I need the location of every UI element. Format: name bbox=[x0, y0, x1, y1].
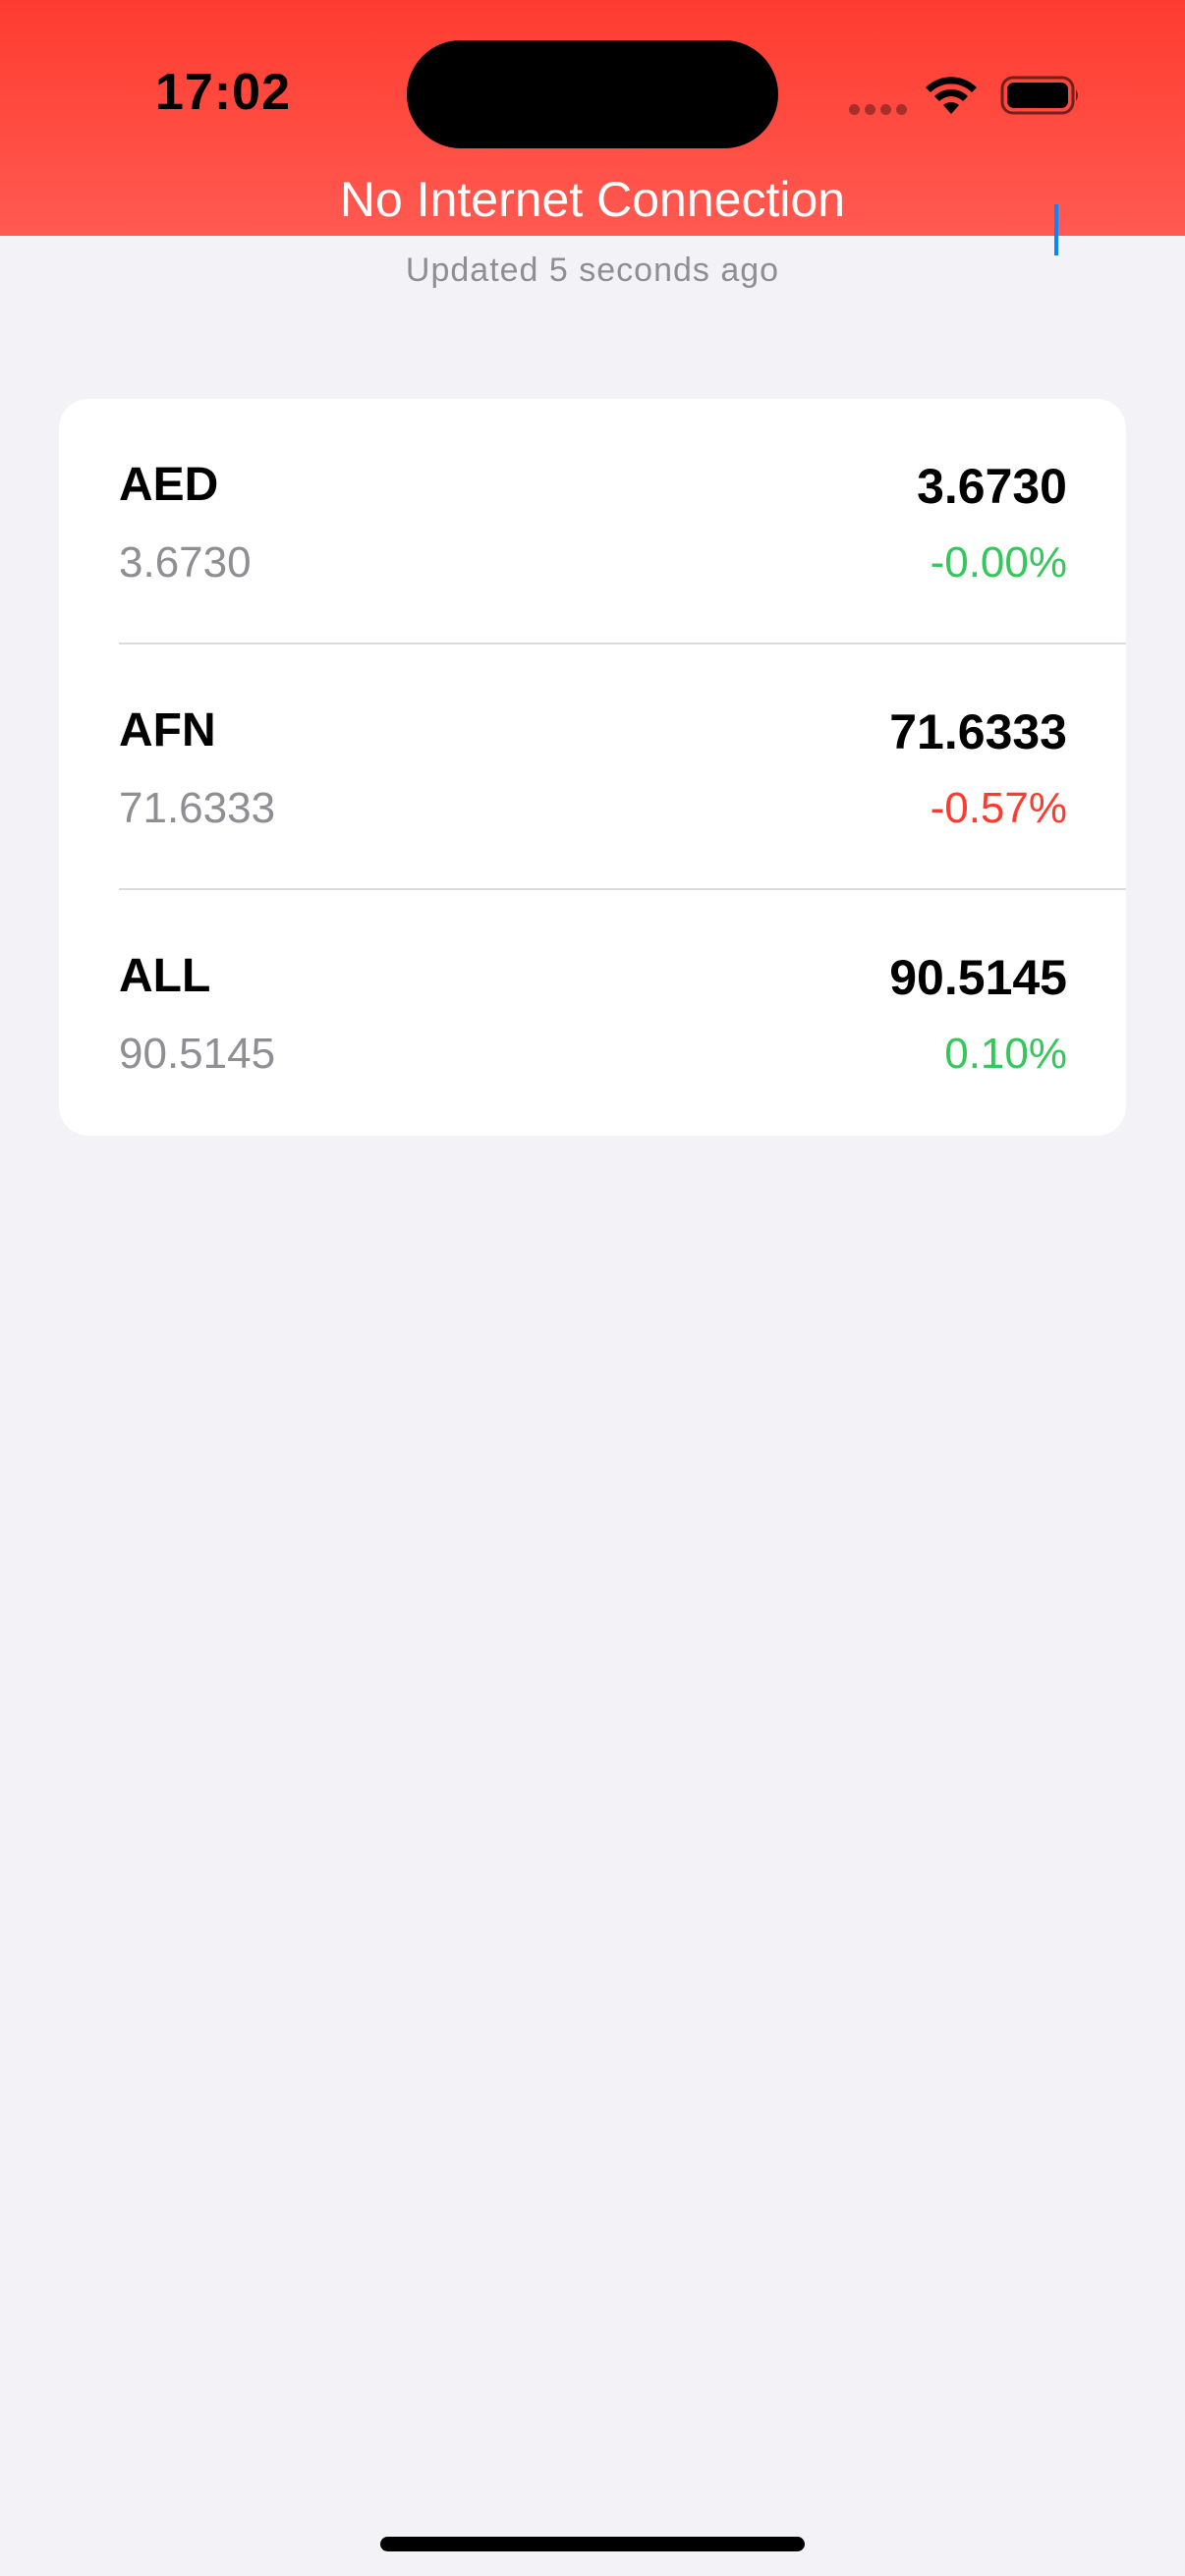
currency-sub-rate: 3.6730 bbox=[119, 538, 252, 587]
dynamic-island bbox=[407, 40, 778, 148]
status-time: 17:02 bbox=[155, 64, 291, 121]
currency-sub-rate: 71.6333 bbox=[119, 784, 276, 832]
currency-row-afn[interactable]: AFN 71.6333 71.6333 -0.57% bbox=[59, 644, 1126, 890]
last-updated-label: Updated 5 seconds ago bbox=[405, 252, 780, 289]
currency-change: -0.00% bbox=[930, 538, 1067, 587]
no-internet-message: No Internet Connection bbox=[339, 172, 846, 227]
offline-banner: 17:02 No Internet Connection bbox=[0, 0, 1185, 236]
currency-code: ALL bbox=[119, 950, 211, 1002]
currency-rate: 3.6730 bbox=[917, 459, 1067, 514]
currency-row-all[interactable]: ALL 90.5145 90.5145 0.10% bbox=[59, 890, 1126, 1136]
currency-code: AED bbox=[119, 459, 219, 511]
battery-icon bbox=[1000, 76, 1078, 115]
plus-icon[interactable] bbox=[1054, 204, 1058, 255]
cellular-signal-icon bbox=[849, 104, 908, 116]
currency-change: 0.10% bbox=[944, 1030, 1067, 1078]
currency-rate: 71.6333 bbox=[889, 704, 1067, 759]
currency-change: -0.57% bbox=[930, 784, 1067, 832]
currency-code: AFN bbox=[119, 704, 216, 756]
currency-list: AED 3.6730 3.6730 -0.00% AFN 71.6333 71.… bbox=[59, 399, 1126, 1136]
row-divider bbox=[119, 888, 1126, 890]
row-divider bbox=[119, 643, 1126, 644]
currency-sub-rate: 90.5145 bbox=[119, 1030, 276, 1078]
currency-row-aed[interactable]: AED 3.6730 3.6730 -0.00% bbox=[59, 399, 1126, 644]
home-indicator[interactable] bbox=[380, 2537, 805, 2551]
wifi-icon bbox=[926, 77, 977, 114]
currency-rate: 90.5145 bbox=[889, 950, 1067, 1005]
